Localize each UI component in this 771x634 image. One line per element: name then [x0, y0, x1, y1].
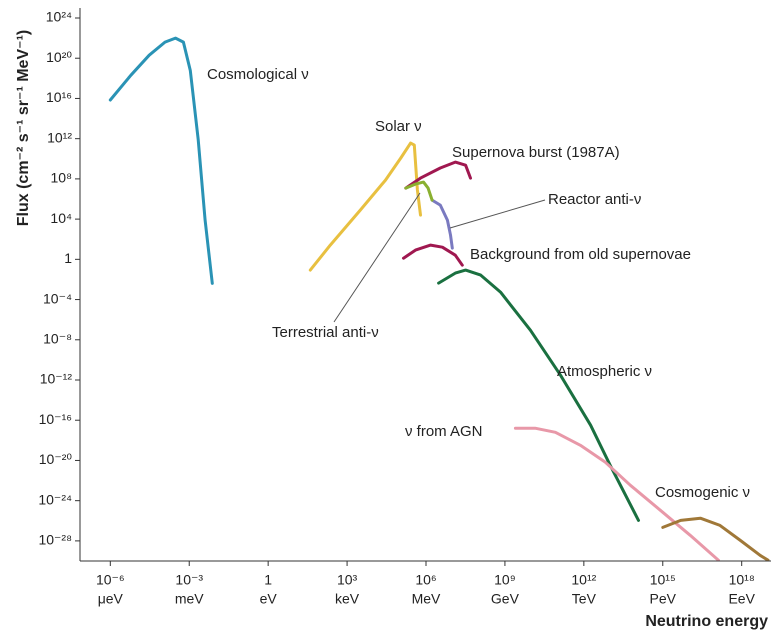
series-line	[308, 141, 422, 272]
y-tick-label: 10⁸	[51, 170, 73, 186]
x-tick-unit: eV	[260, 591, 278, 607]
x-tick-label: 10¹⁵	[650, 572, 676, 588]
series-line	[437, 268, 640, 522]
y-tick-label: 10⁻⁴	[43, 290, 72, 306]
series-line	[513, 426, 720, 561]
y-tick-label: 10²⁰	[46, 49, 72, 65]
x-tick-unit: MeV	[412, 591, 441, 607]
y-tick-label: 10⁻⁸	[43, 330, 72, 346]
series-line	[661, 516, 770, 561]
series-label: Atmospheric ν	[557, 363, 652, 380]
series-label: Supernova burst (1987A)	[452, 144, 620, 161]
series-line	[430, 198, 454, 250]
y-tick-label: 10⁻²⁴	[38, 491, 72, 507]
series-label: Background from old supernovae	[470, 246, 691, 263]
y-tick-label: 10⁻¹⁶	[39, 411, 72, 427]
series-line	[108, 36, 214, 285]
x-tick-unit: GeV	[491, 591, 520, 607]
x-tick-label: 10¹²	[571, 572, 596, 588]
series-line	[402, 243, 464, 267]
x-tick-label: 10³	[337, 572, 358, 588]
y-tick-label: 10¹²	[47, 129, 72, 145]
y-tick-label: 1	[64, 250, 72, 266]
y-tick-label: 10¹⁶	[46, 89, 72, 105]
x-tick-unit: meV	[175, 591, 204, 607]
y-tick-label: 10⁻²⁸	[38, 532, 72, 548]
leader-line	[333, 192, 421, 323]
x-tick-label: 10⁻⁶	[96, 572, 125, 588]
x-tick-unit: EeV	[728, 591, 755, 607]
y-tick-label: 10⁻¹²	[40, 371, 73, 387]
y-tick-label: 10⁻²⁰	[39, 451, 73, 467]
x-tick-label: 1	[264, 572, 272, 588]
x-tick-label: 10⁹	[494, 572, 516, 588]
series-line	[404, 160, 472, 190]
x-tick-unit: TeV	[572, 591, 597, 607]
y-tick-label: 10⁴	[50, 210, 72, 226]
x-tick-unit: keV	[335, 591, 360, 607]
x-tick-label: 10⁻³	[175, 572, 203, 588]
x-tick-unit: μeV	[98, 591, 124, 607]
x-tick-unit: PeV	[650, 591, 677, 607]
x-axis-title: Neutrino energy	[645, 613, 768, 630]
leader-line	[449, 199, 546, 229]
x-tick-label: 10⁶	[415, 572, 436, 588]
x-tick-label: 10¹⁸	[729, 572, 755, 588]
series-label: Terrestrial anti-ν	[272, 324, 379, 341]
plot-area	[108, 36, 770, 561]
series-label: ν from AGN	[405, 423, 483, 440]
series-label: Solar ν	[375, 118, 422, 135]
y-axis-title: Flux (cm⁻² s⁻¹ sr⁻¹ MeV⁻¹)	[15, 30, 32, 226]
series-label: Reactor anti-ν	[548, 191, 641, 208]
series-label: Cosmological ν	[207, 66, 309, 83]
y-tick-label: 10²⁴	[46, 9, 72, 25]
series-line	[404, 180, 434, 202]
series-label: Cosmogenic ν	[655, 484, 750, 501]
